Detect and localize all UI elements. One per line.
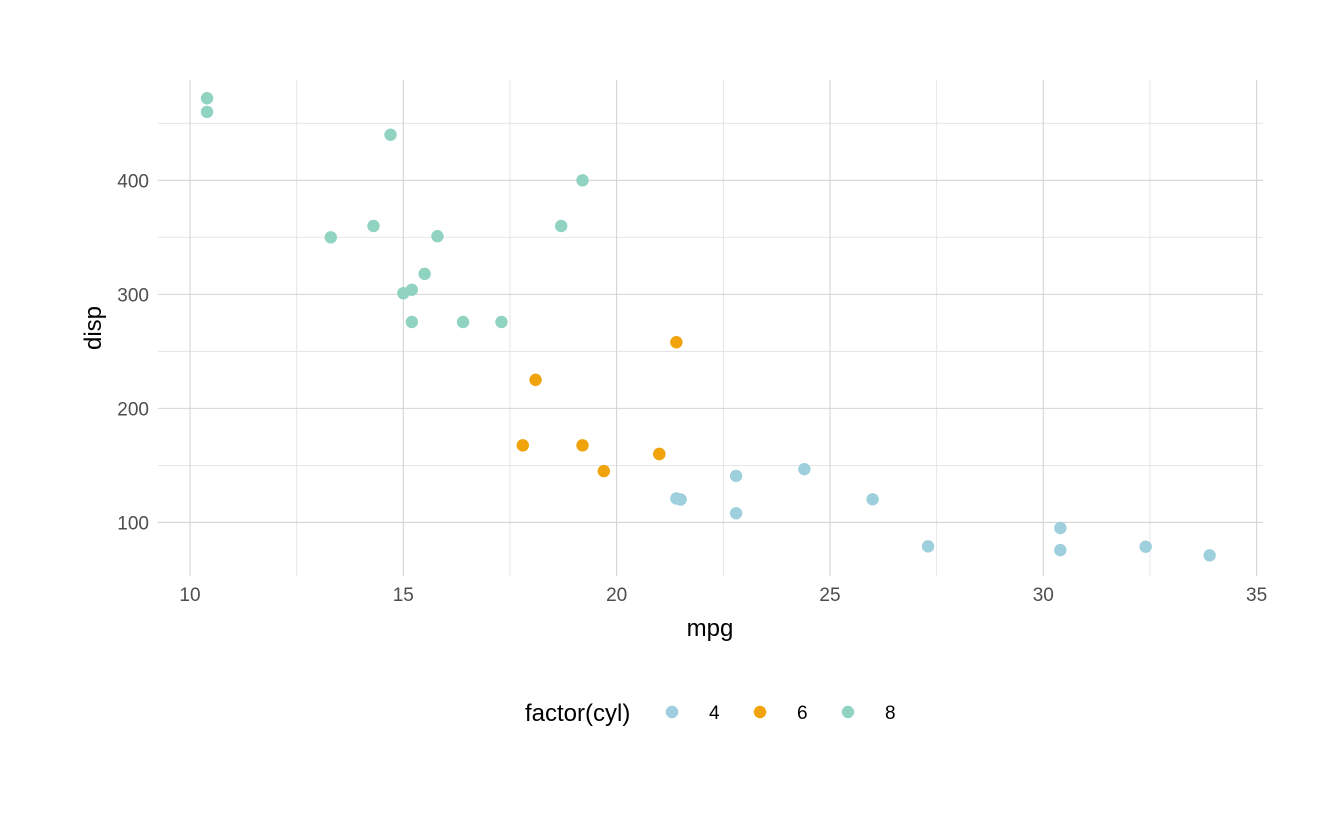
x-axis-title: mpg: [687, 615, 734, 642]
data-point-cyl-4: [798, 462, 811, 476]
data-point-cyl-8: [397, 287, 410, 300]
data-point-cyl-4: [1054, 543, 1067, 557]
y-tick-label: 300: [117, 285, 149, 306]
data-point-cyl-4: [670, 492, 683, 505]
x-tick-label: 20: [606, 585, 627, 606]
x-tick-label: 25: [819, 585, 840, 606]
data-point-cyl-6: [529, 373, 542, 387]
data-point-cyl-8: [456, 315, 470, 329]
grid-lines: [158, 80, 1263, 576]
legend-title: factor(cyl): [525, 700, 630, 727]
data-point-cyl-8: [554, 219, 568, 233]
y-tick-label: 400: [117, 171, 149, 192]
data-point-cyl-4: [729, 507, 743, 520]
data-point-cyl-4: [921, 540, 935, 553]
data-point-cyl-6: [670, 336, 683, 349]
y-tick-labels: 100 200 300 400: [117, 171, 149, 534]
data-point-cyl-8: [405, 315, 419, 329]
x-tick-label: 35: [1246, 585, 1267, 606]
legend-entries: 4 6 8: [665, 703, 896, 724]
data-point-cyl-8: [384, 128, 397, 141]
data-point-cyl-6: [516, 439, 529, 452]
data-point-cyl-8: [200, 92, 214, 105]
legend-key: [841, 705, 855, 719]
legend-key: [753, 705, 767, 719]
data-point-cyl-8: [576, 174, 589, 187]
data-points: [200, 92, 1216, 562]
y-tick-label: 100: [117, 513, 149, 534]
y-tick-label: 200: [117, 399, 149, 420]
x-tick-labels: 10 15 20 25 30 35: [179, 585, 1267, 606]
data-point-cyl-8: [418, 267, 431, 281]
data-point-cyl-8: [495, 315, 508, 329]
data-point-cyl-8: [431, 230, 444, 243]
data-point-cyl-4: [1139, 540, 1152, 553]
data-point-cyl-4: [1203, 549, 1216, 562]
data-point-cyl-6: [653, 447, 666, 461]
y-axis-title: disp: [80, 306, 107, 350]
x-tick-label: 15: [393, 585, 414, 606]
data-point-cyl-4: [729, 469, 743, 483]
legend: factor(cyl) 4 6 8: [525, 700, 896, 727]
data-point-cyl-8: [367, 219, 380, 233]
data-point-cyl-8: [324, 231, 337, 244]
legend-label: 4: [709, 703, 720, 724]
x-tick-label: 10: [179, 585, 200, 606]
legend-key: [665, 705, 679, 719]
data-point-cyl-4: [1054, 521, 1067, 535]
data-point-cyl-6: [597, 464, 611, 478]
data-point-cyl-8: [200, 105, 214, 119]
data-point-cyl-4: [866, 493, 879, 506]
data-point-cyl-6: [576, 439, 589, 452]
legend-label: 6: [797, 703, 808, 724]
legend-label: 8: [885, 703, 896, 724]
x-tick-label: 30: [1033, 585, 1054, 606]
